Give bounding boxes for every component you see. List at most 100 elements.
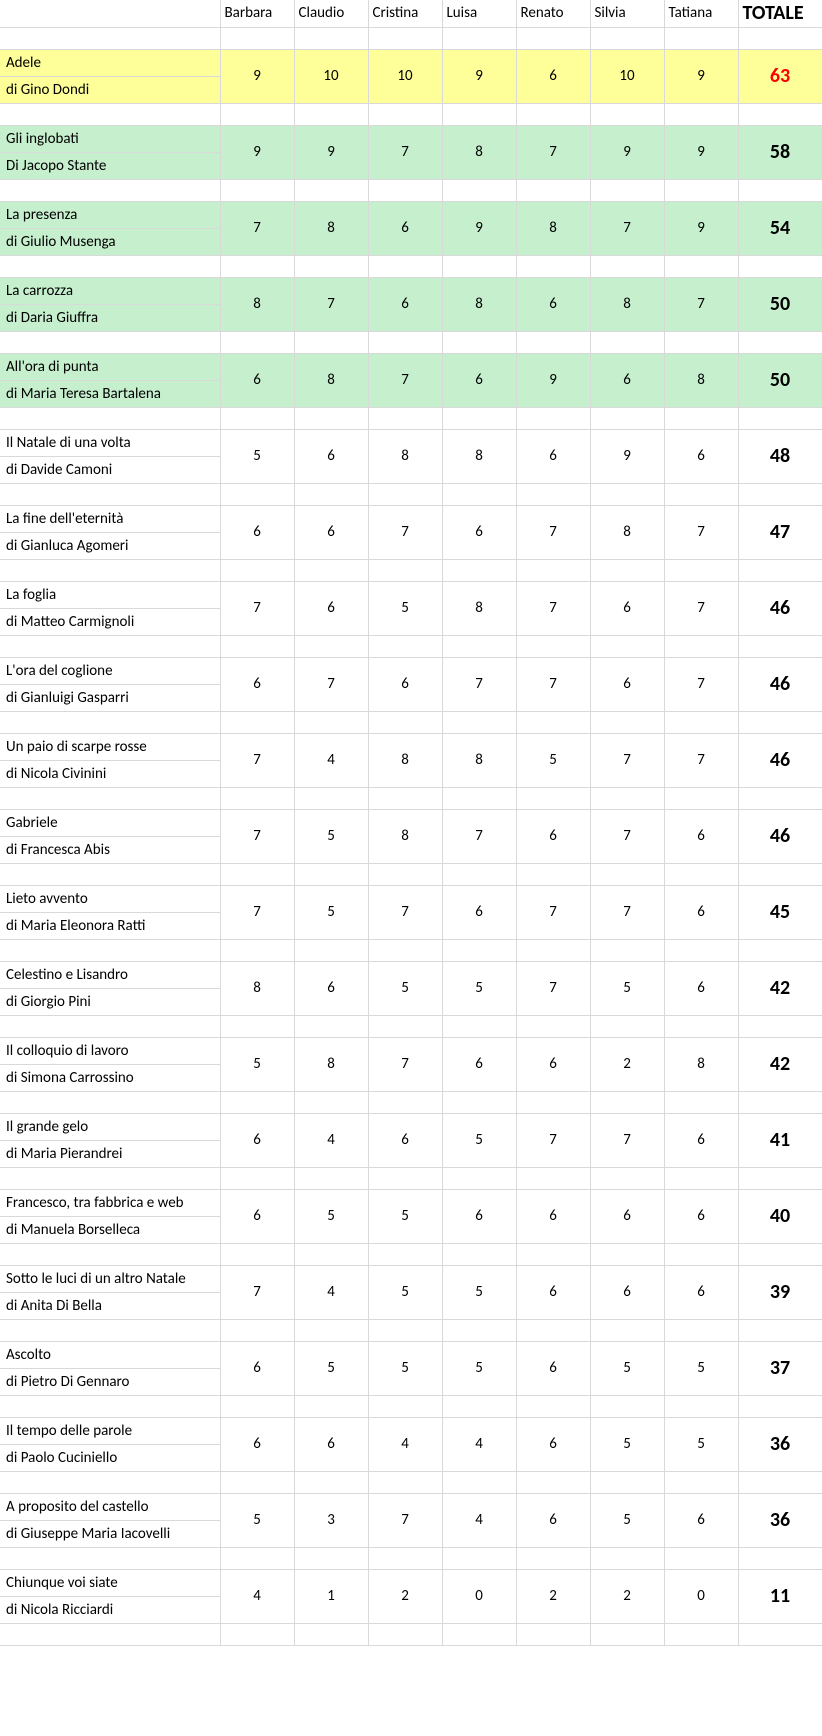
- score-cell: 7: [368, 885, 442, 939]
- score-cell: 7: [516, 885, 590, 939]
- score-cell: 6: [294, 429, 368, 483]
- score-cell: 8: [294, 353, 368, 407]
- total-cell: 63: [738, 49, 822, 103]
- score-cell: 10: [294, 49, 368, 103]
- score-cell: 9: [664, 125, 738, 179]
- entry-author: di Maria Pierandrei: [0, 1140, 220, 1167]
- score-cell: 6: [516, 1493, 590, 1547]
- entry-author: di Nicola Ricciardi: [0, 1596, 220, 1623]
- score-cell: 7: [516, 581, 590, 635]
- score-cell: 5: [442, 1265, 516, 1319]
- entry-author: di Gino Dondi: [0, 76, 220, 103]
- score-cell: 6: [664, 429, 738, 483]
- entry-title: Un paio di scarpe rosse: [0, 733, 220, 760]
- score-cell: 7: [590, 885, 664, 939]
- total-cell: 46: [738, 733, 822, 787]
- score-cell: 7: [442, 657, 516, 711]
- score-cell: 6: [664, 1493, 738, 1547]
- score-cell: 4: [294, 1265, 368, 1319]
- score-cell: 5: [590, 961, 664, 1015]
- entry-author: di Gianluigi Gasparri: [0, 684, 220, 711]
- judge-header: Silvia: [590, 0, 664, 27]
- score-cell: 6: [516, 1037, 590, 1091]
- spacer-row: [0, 331, 822, 353]
- score-cell: 5: [442, 1341, 516, 1395]
- score-cell: 6: [220, 1189, 294, 1243]
- score-cell: 8: [368, 429, 442, 483]
- entry-title: Celestino e Lisandro: [0, 961, 220, 988]
- score-cell: 7: [516, 657, 590, 711]
- score-cell: 5: [590, 1341, 664, 1395]
- score-cell: 5: [664, 1417, 738, 1471]
- score-cell: 6: [220, 1341, 294, 1395]
- score-cell: 9: [590, 125, 664, 179]
- entry-author: di Davide Camoni: [0, 456, 220, 483]
- entry-title: Lieto avvento: [0, 885, 220, 912]
- entry-author: di Gianluca Agomeri: [0, 532, 220, 559]
- entry-author: di Maria Teresa Bartalena: [0, 380, 220, 407]
- entry-author: Di Jacopo Stante: [0, 152, 220, 179]
- score-cell: 6: [220, 353, 294, 407]
- score-cell: 9: [294, 125, 368, 179]
- entry-row: Lieto avvento757677645: [0, 885, 822, 912]
- score-cell: 6: [590, 581, 664, 635]
- score-cell: 8: [220, 277, 294, 331]
- spacer-row: [0, 103, 822, 125]
- score-cell: 8: [442, 581, 516, 635]
- score-cell: 6: [294, 505, 368, 559]
- entry-title: Il tempo delle parole: [0, 1417, 220, 1444]
- score-cell: 6: [220, 1417, 294, 1471]
- score-cell: 5: [220, 1493, 294, 1547]
- score-cell: 7: [294, 277, 368, 331]
- entry-author: di Giulio Musenga: [0, 228, 220, 255]
- score-cell: 8: [442, 277, 516, 331]
- score-cell: 7: [664, 657, 738, 711]
- score-cell: 6: [516, 1265, 590, 1319]
- total-cell: 46: [738, 657, 822, 711]
- score-cell: 2: [516, 1569, 590, 1623]
- entry-row: Adele910109610963: [0, 49, 822, 76]
- total-cell: 39: [738, 1265, 822, 1319]
- score-cell: 6: [590, 1265, 664, 1319]
- total-cell: 36: [738, 1493, 822, 1547]
- score-cell: 6: [220, 505, 294, 559]
- entry-author: di Paolo Cuciniello: [0, 1444, 220, 1471]
- score-cell: 5: [442, 961, 516, 1015]
- entry-title: Il colloquio di lavoro: [0, 1037, 220, 1064]
- entry-title: La carrozza: [0, 277, 220, 304]
- total-cell: 11: [738, 1569, 822, 1623]
- entry-title: La presenza: [0, 201, 220, 228]
- entry-row: Il tempo delle parole664465536: [0, 1417, 822, 1444]
- score-cell: 8: [590, 505, 664, 559]
- entry-author: di Pietro Di Gennaro: [0, 1368, 220, 1395]
- total-cell: 46: [738, 581, 822, 635]
- score-cell: 7: [442, 809, 516, 863]
- entry-row: All'ora di punta687696850: [0, 353, 822, 380]
- score-cell: 5: [294, 885, 368, 939]
- entry-row: A proposito del castello537465636: [0, 1493, 822, 1520]
- total-cell: 42: [738, 1037, 822, 1091]
- score-cell: 9: [442, 49, 516, 103]
- entry-author: di Giorgio Pini: [0, 988, 220, 1015]
- total-cell: 45: [738, 885, 822, 939]
- entry-row: Gabriele758767646: [0, 809, 822, 836]
- spacer-row: [0, 1623, 822, 1645]
- score-cell: 4: [442, 1493, 516, 1547]
- score-cell: 6: [516, 277, 590, 331]
- score-cell: 7: [368, 353, 442, 407]
- entry-title: Chiunque voi siate: [0, 1569, 220, 1596]
- total-cell: 47: [738, 505, 822, 559]
- entry-row: La fine dell'eternità667678747: [0, 505, 822, 532]
- score-cell: 6: [516, 429, 590, 483]
- entry-row: Il grande gelo646577641: [0, 1113, 822, 1140]
- entry-title: Gli inglobati: [0, 125, 220, 152]
- spacer-row: [0, 1243, 822, 1265]
- entry-title: Gabriele: [0, 809, 220, 836]
- score-cell: 6: [442, 1189, 516, 1243]
- entry-title: Ascolto: [0, 1341, 220, 1368]
- scores-table: BarbaraClaudioCristinaLuisaRenatoSilviaT…: [0, 0, 822, 1646]
- spacer-row: [0, 1471, 822, 1493]
- score-cell: 6: [294, 581, 368, 635]
- score-cell: 5: [442, 1113, 516, 1167]
- score-cell: 7: [516, 961, 590, 1015]
